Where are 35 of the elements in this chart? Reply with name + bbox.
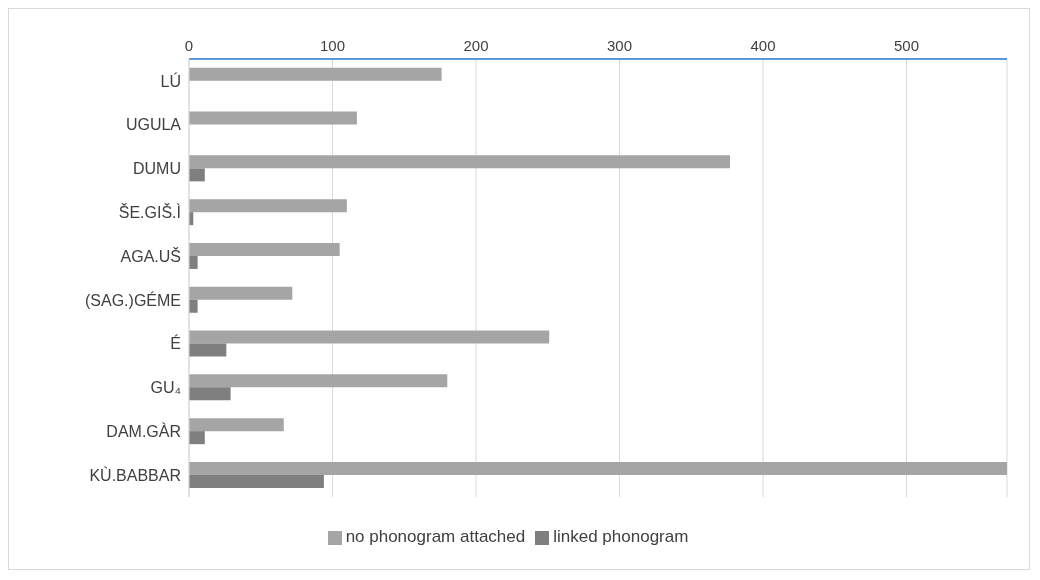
bar — [189, 387, 231, 401]
x-tick-label: 300 — [607, 37, 633, 54]
y-tick-label: AGA.UŠ — [120, 246, 181, 265]
bar — [189, 418, 284, 432]
bar — [189, 242, 340, 256]
bar — [189, 286, 293, 300]
y-tick-label: UGULA — [125, 116, 182, 134]
bar — [189, 374, 448, 388]
y-tick-label: ŠE.GIŠ.Ì — [118, 202, 181, 221]
bar — [189, 474, 324, 488]
x-tick-label: 100 — [319, 37, 346, 54]
bar — [189, 199, 347, 213]
y-tick-label: (SAG.)GÉME — [84, 290, 181, 309]
bar — [189, 111, 357, 125]
bar — [189, 461, 1007, 475]
y-tick-label: KÙ.BABBAR — [89, 465, 181, 484]
bar — [189, 343, 227, 357]
y-tick-label: LÚ — [160, 71, 181, 90]
bar — [189, 431, 205, 445]
y-tick-label: GU₄ — [150, 379, 181, 397]
legend-label: no phonogram attached — [345, 527, 526, 546]
bar — [189, 299, 198, 313]
y-tick-label: DAM.GÀR — [106, 421, 181, 440]
x-tick-label: 0 — [184, 37, 194, 54]
bar — [189, 330, 550, 344]
bar — [189, 67, 442, 81]
bar — [189, 255, 198, 269]
bar — [189, 155, 731, 169]
x-tick-label: 400 — [750, 37, 776, 54]
x-tick-label: 500 — [894, 37, 920, 54]
y-tick-label: DUMU — [133, 160, 181, 178]
y-tick-label: É — [170, 334, 181, 353]
x-tick-label: 200 — [463, 37, 489, 54]
bar — [189, 168, 205, 182]
legend-label: linked phonogram — [553, 527, 689, 546]
